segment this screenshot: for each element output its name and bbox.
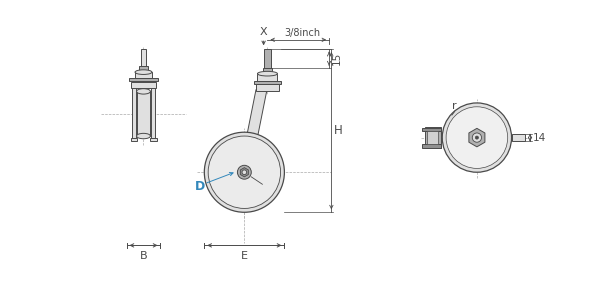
Bar [254, 81, 281, 84]
Circle shape [208, 136, 281, 208]
Circle shape [472, 133, 482, 142]
Bar [132, 88, 136, 138]
Circle shape [205, 132, 284, 212]
Text: H: H [334, 124, 343, 137]
Text: 14: 14 [532, 132, 545, 143]
Circle shape [238, 165, 251, 179]
Bar [263, 68, 272, 74]
Circle shape [442, 103, 512, 172]
Bar [256, 84, 279, 91]
Ellipse shape [257, 71, 277, 76]
Text: r: r [452, 101, 457, 111]
Text: B: B [140, 251, 148, 261]
Circle shape [242, 170, 247, 174]
Bar [151, 88, 155, 138]
Bar [137, 91, 151, 136]
Circle shape [475, 136, 478, 139]
Bar [427, 132, 437, 144]
Bar [141, 49, 146, 66]
Bar [131, 138, 137, 141]
Bar [265, 49, 271, 68]
Bar [139, 66, 148, 72]
Bar [129, 78, 158, 81]
Bar [135, 72, 152, 78]
Bar [131, 82, 156, 88]
Text: 3/8inch: 3/8inch [284, 28, 320, 38]
Bar [512, 134, 526, 141]
Text: 15: 15 [331, 52, 341, 65]
Ellipse shape [137, 133, 151, 139]
Bar [422, 144, 441, 147]
Bar [425, 127, 441, 148]
Bar [151, 138, 157, 141]
Polygon shape [241, 90, 266, 169]
Text: E: E [241, 251, 248, 261]
Bar [257, 74, 277, 81]
Text: D: D [194, 180, 205, 192]
Text: X: X [260, 28, 268, 38]
Ellipse shape [135, 70, 152, 74]
Ellipse shape [137, 89, 151, 94]
Circle shape [446, 107, 508, 168]
Bar [422, 128, 441, 132]
